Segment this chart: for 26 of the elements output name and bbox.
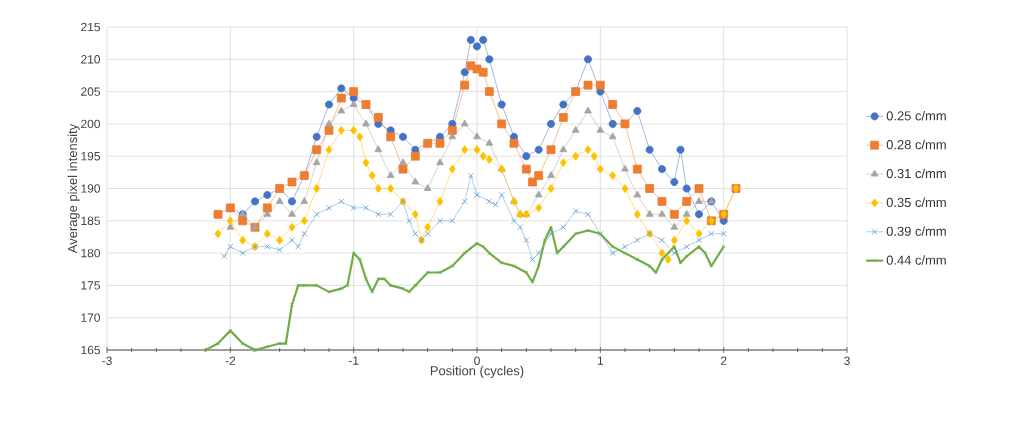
y-tick-label: 170 (81, 313, 101, 322)
y-tick-label: 165 (81, 345, 100, 355)
y-tick-label: 180 (81, 248, 101, 258)
y-tick-label: 195 (81, 151, 100, 161)
x-tick-label: -1 (348, 356, 359, 365)
y-tick-label: 175 (81, 281, 100, 290)
legend-label: 0.31 c/mm (886, 168, 946, 179)
y-tick-label: 215 (81, 22, 100, 32)
legend-label: 0.35 c/mm (886, 197, 946, 208)
y-tick-label: 190 (81, 184, 101, 193)
legend-label: 0.44 c/mm (886, 255, 946, 265)
x-tick-label: -3 (102, 356, 112, 365)
y-tick-label: 200 (81, 119, 101, 129)
y-axis-title: Average pixel intensity (67, 123, 80, 254)
x-tick-label: -2 (225, 356, 236, 365)
x-tick-label: 3 (844, 356, 850, 365)
y-tick-label: 205 (81, 87, 100, 96)
legend-label: 0.25 c/mm (886, 110, 946, 121)
y-tick-label: 210 (81, 55, 101, 64)
legend-label: 0.39 c/mm (886, 226, 946, 236)
legend-label: 0.28 c/mm (886, 139, 946, 150)
x-tick-label: 0 (474, 356, 480, 365)
x-tick-label: 1 (597, 356, 604, 365)
y-tick-label: 185 (81, 216, 100, 226)
x-tick-label: 2 (720, 356, 727, 365)
x-axis-title: Position (cycles) (430, 365, 524, 378)
